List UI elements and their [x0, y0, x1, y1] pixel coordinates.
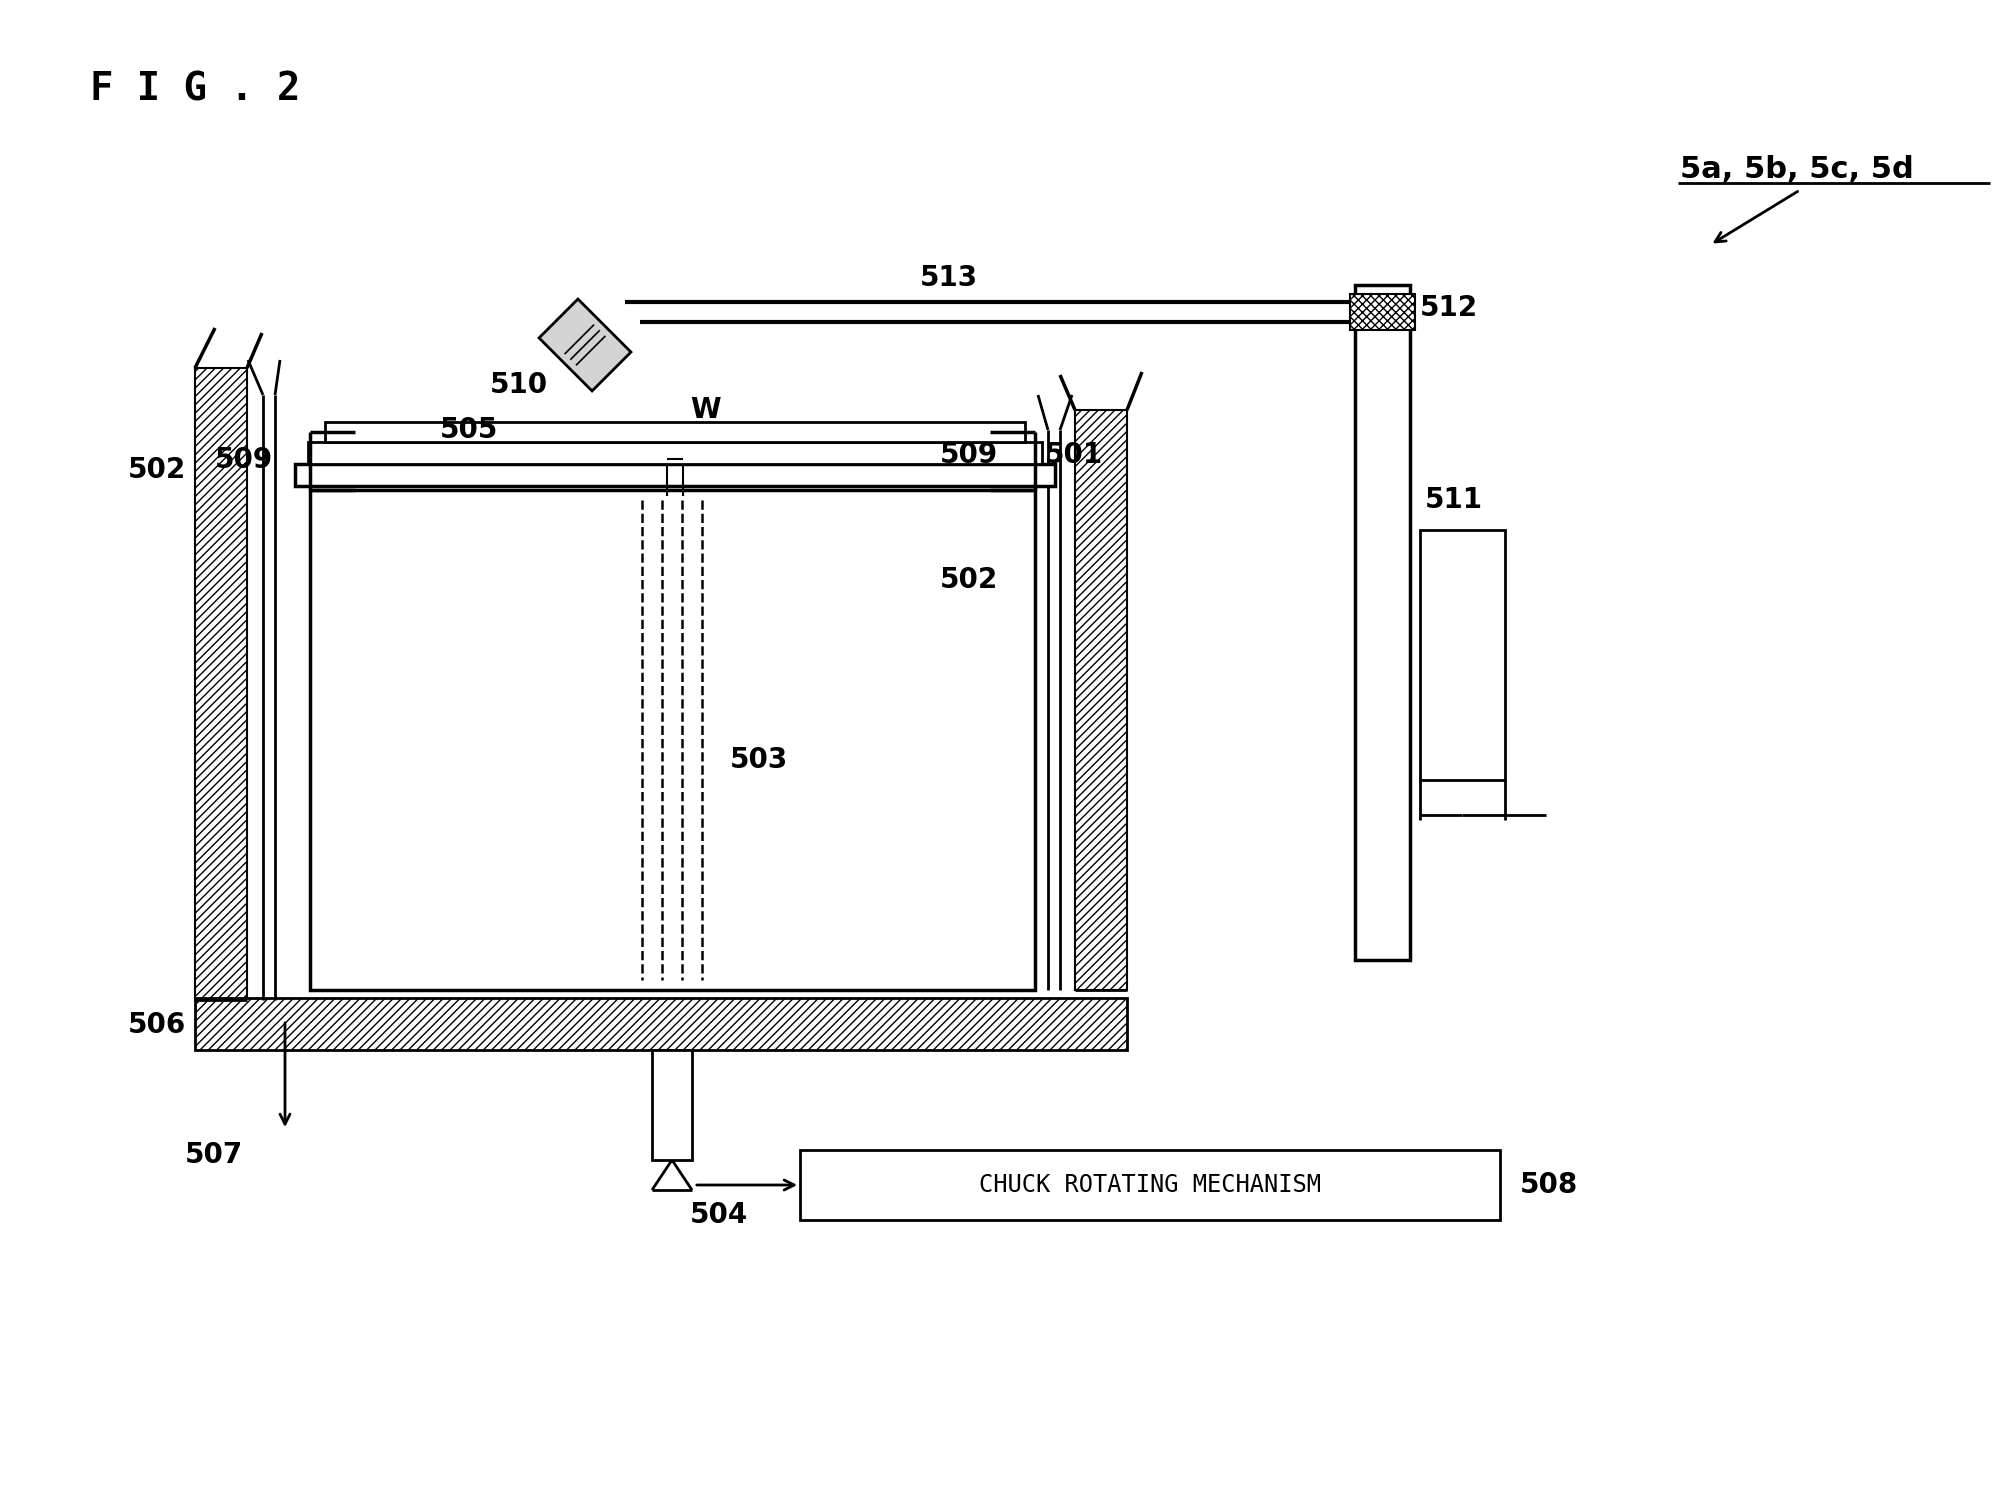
Text: CHUCK ROTATING MECHANISM: CHUCK ROTATING MECHANISM: [979, 1173, 1322, 1196]
Bar: [1076, 411, 1128, 990]
Text: W: W: [689, 396, 721, 424]
Text: 502: 502: [128, 455, 186, 484]
Bar: [194, 368, 246, 1000]
Bar: [294, 464, 1056, 487]
Bar: [194, 998, 1128, 1051]
Text: F I G . 2: F I G . 2: [90, 70, 300, 109]
Bar: [799, 1150, 1500, 1220]
Text: 503: 503: [729, 745, 789, 774]
Bar: [653, 1051, 691, 1161]
Bar: [308, 442, 1042, 464]
Text: 511: 511: [1424, 487, 1482, 513]
Text: 509: 509: [939, 440, 997, 469]
Bar: [1350, 295, 1414, 330]
Bar: [1354, 286, 1410, 960]
Text: 5a, 5b, 5c, 5d: 5a, 5b, 5c, 5d: [1681, 155, 1913, 185]
FancyBboxPatch shape: [539, 299, 631, 391]
Text: 504: 504: [689, 1201, 749, 1229]
Text: 512: 512: [1420, 295, 1478, 321]
Text: 507: 507: [184, 1141, 242, 1170]
Bar: [310, 490, 1036, 990]
Bar: [1420, 530, 1504, 780]
Text: 509: 509: [214, 446, 272, 475]
Text: 505: 505: [441, 417, 499, 443]
Bar: [324, 423, 1026, 442]
Text: 502: 502: [939, 565, 997, 594]
Text: 513: 513: [919, 263, 977, 292]
Text: 506: 506: [128, 1010, 186, 1039]
Text: 501: 501: [1046, 440, 1104, 469]
Text: 510: 510: [491, 371, 549, 399]
Text: 508: 508: [1520, 1171, 1578, 1199]
